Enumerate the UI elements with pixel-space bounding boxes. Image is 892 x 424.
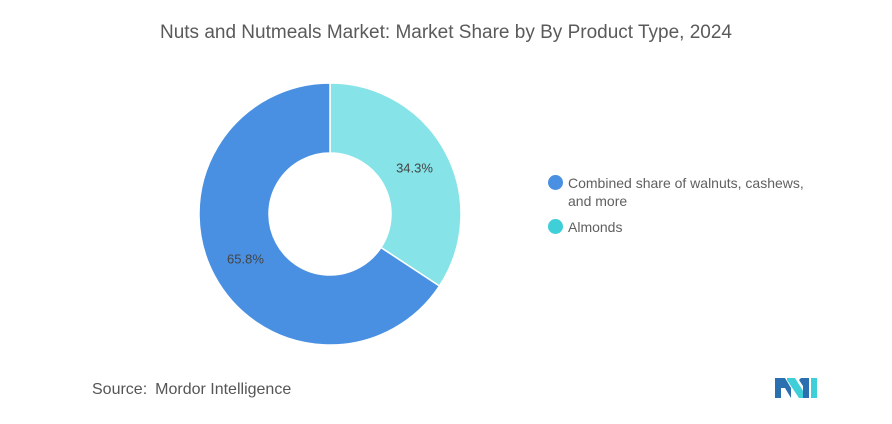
legend-label-combined: Combined share of walnuts, cashews, and …	[568, 175, 804, 209]
legend-label-almonds: Almonds	[568, 219, 623, 235]
donut-slice-0[interactable]	[329, 82, 462, 288]
donut-slice-1[interactable]	[198, 82, 441, 346]
mordor-intelligence-logo-icon	[775, 378, 817, 398]
chart-legend: Combined share of walnuts, cashews, and …	[548, 174, 838, 244]
source-note: Source: Mordor Intelligence	[92, 381, 291, 399]
legend-item-almonds[interactable]: Almonds	[548, 218, 838, 236]
logo-shape-left	[775, 378, 791, 398]
legend-swatch-almonds	[548, 219, 563, 234]
logo-shape-middle	[787, 378, 805, 398]
donut-chart: 34.3% 65.8%	[198, 82, 462, 346]
slice-value-label-1: 65.8%	[227, 252, 264, 267]
logo-shape-right-accent	[811, 378, 817, 398]
source-value: Mordor Intelligence	[155, 381, 292, 398]
slice-value-label-0: 34.3%	[396, 160, 433, 175]
chart-title: Nuts and Nutmeals Market: Market Share b…	[159, 22, 733, 43]
legend-swatch-combined	[548, 175, 563, 190]
legend-item-combined[interactable]: Combined share of walnuts, cashews, and …	[548, 174, 838, 210]
source-key: Source:	[92, 381, 148, 398]
logo-shape-right	[799, 378, 809, 398]
